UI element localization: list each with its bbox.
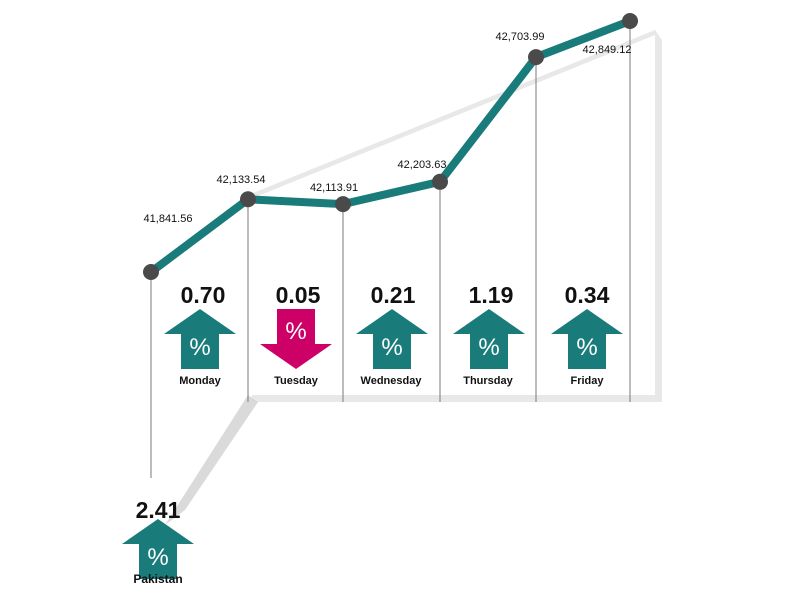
- arrow-shape: [260, 309, 332, 369]
- percent-symbol: %: [576, 334, 597, 361]
- change-pct-wednesday: 0.21: [370, 282, 416, 308]
- data-point: [622, 13, 638, 29]
- arrow-shape: [453, 309, 525, 369]
- summary-label: Pakistan: [133, 572, 183, 586]
- data-point: [432, 173, 448, 190]
- change-pct-monday: 0.70: [180, 282, 226, 308]
- change-pct-tuesday: 0.05: [275, 282, 321, 308]
- change-pct-thursday: 1.19: [468, 282, 514, 308]
- connector-shadow: [165, 395, 258, 525]
- up-arrow-icon: %: [453, 309, 525, 369]
- summary-pct: 2.41: [135, 497, 181, 523]
- day-label-tuesday: Tuesday: [274, 375, 318, 387]
- day-label-monday: Monday: [179, 375, 221, 387]
- arrow-shape: [122, 519, 194, 579]
- percent-symbol: %: [381, 334, 402, 361]
- up-arrow-icon: %: [122, 519, 194, 579]
- percent-symbol: %: [147, 544, 168, 571]
- percent-symbol: %: [285, 318, 306, 345]
- value-label: 42,113.91: [310, 182, 358, 194]
- down-arrow-icon: %: [260, 309, 332, 369]
- value-label: 41,841.56: [144, 213, 193, 225]
- up-arrow-icon: %: [356, 309, 428, 369]
- value-label: 42,133.54: [217, 174, 266, 186]
- percent-symbol: %: [478, 334, 499, 361]
- day-label-thursday: Thursday: [463, 375, 513, 387]
- data-point: [528, 49, 544, 66]
- panel-face: [248, 35, 655, 395]
- day-label-wednesday: Wednesday: [360, 375, 422, 387]
- value-label: 42,203.63: [398, 159, 447, 171]
- day-label-friday: Friday: [570, 375, 604, 387]
- arrow-shape: [356, 309, 428, 369]
- value-label: 42,703.99: [496, 31, 545, 43]
- arrow-shape: [164, 309, 236, 369]
- up-arrow-icon: %: [551, 309, 623, 369]
- change-pct-friday: 0.34: [564, 282, 610, 308]
- percent-symbol: %: [189, 334, 210, 361]
- data-point: [240, 191, 256, 208]
- data-point: [143, 264, 159, 280]
- arrow-shape: [551, 309, 623, 369]
- index-line: [147, 17, 634, 276]
- value-label: 42,849.12: [583, 44, 632, 56]
- data-point: [335, 196, 351, 213]
- up-arrow-icon: %: [164, 309, 236, 369]
